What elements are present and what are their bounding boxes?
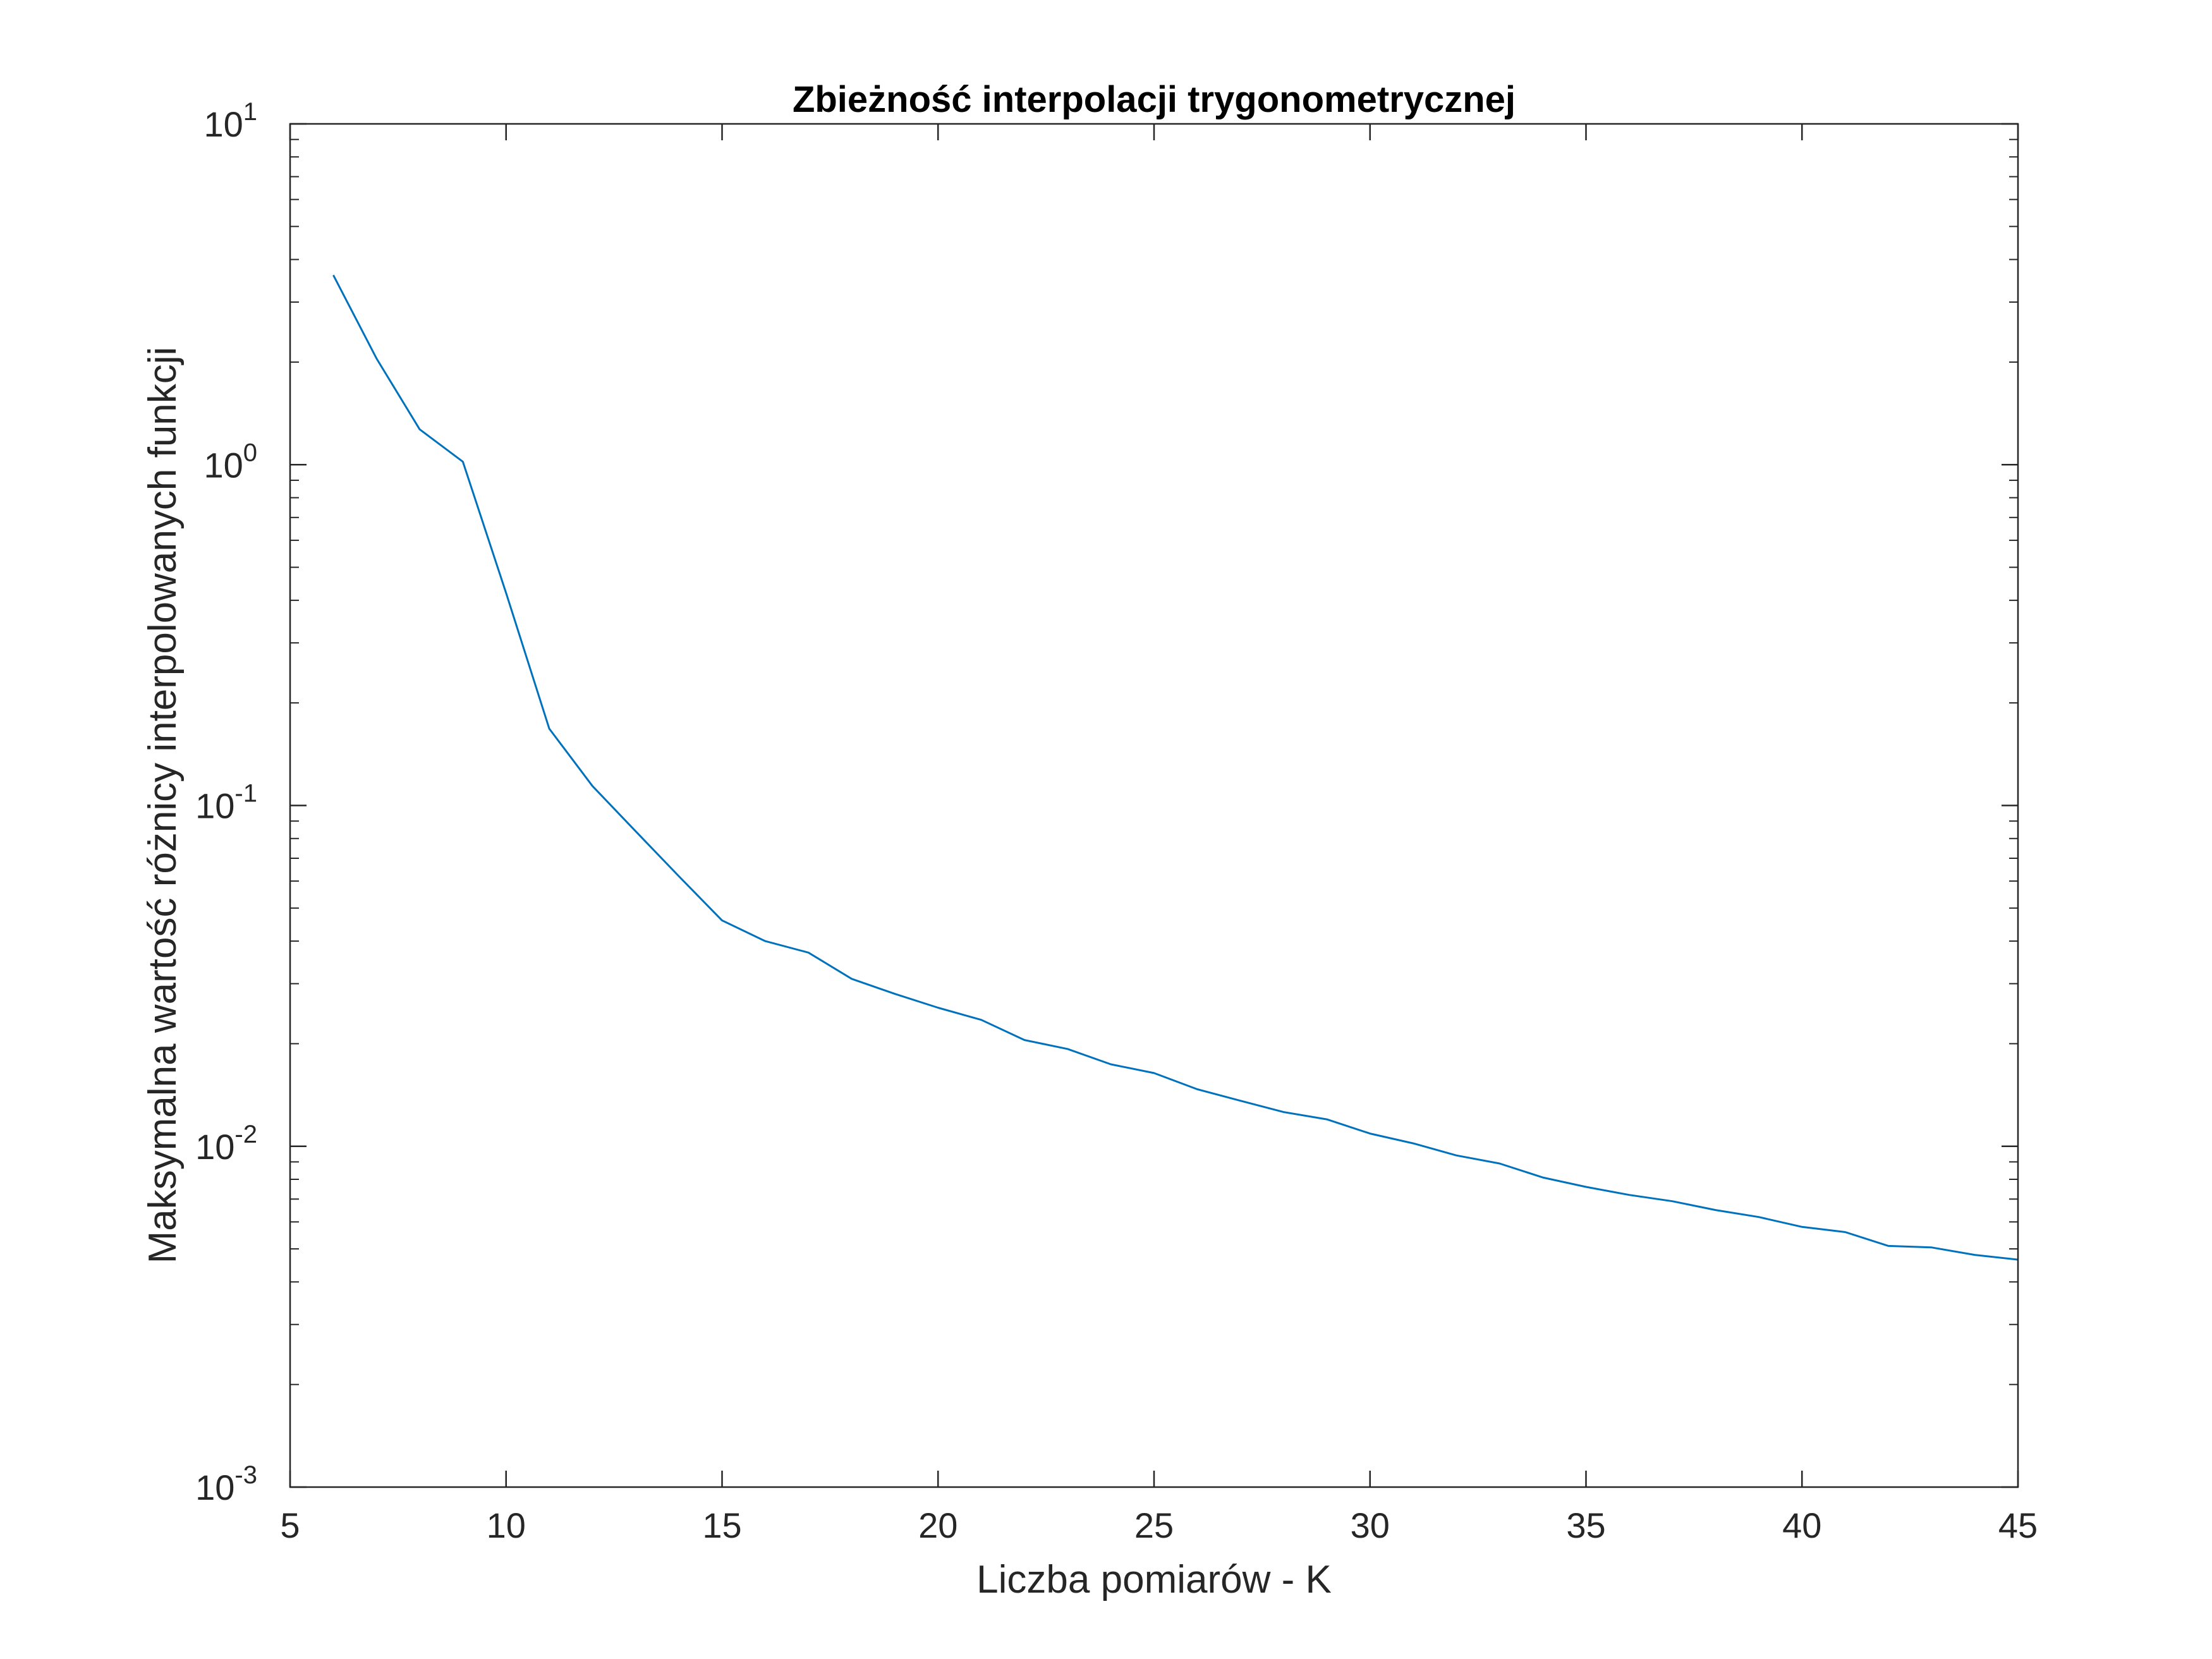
- x-tick-label-7: 40: [1782, 1505, 1821, 1545]
- y-tick-exp-2: -1: [234, 780, 257, 808]
- plot-area: [290, 124, 2018, 1487]
- y-tick-exp-3: 0: [243, 439, 257, 466]
- x-tick-label-2: 15: [702, 1505, 741, 1545]
- y-tick-label-0: 10-3: [195, 1461, 257, 1507]
- y-tick-base-1: 10: [195, 1127, 234, 1167]
- y-tick-exp-0: -3: [234, 1461, 257, 1489]
- y-tick-label-4: 101: [204, 98, 257, 144]
- x-tick-label-6: 35: [1566, 1505, 1605, 1545]
- y-tick-exp-1: -2: [234, 1121, 257, 1148]
- series-line: [332, 274, 2019, 1261]
- y-tick-label-1: 10-2: [195, 1121, 257, 1167]
- x-tick-label-3: 20: [918, 1505, 957, 1545]
- y-tick-label-3: 100: [204, 439, 257, 485]
- minor-ticks: [290, 138, 2018, 1385]
- x-axis-label: Liczba pomiarów - K: [976, 1558, 1332, 1601]
- y-axis-label: Maksymalna wartość różnicy interpolowany…: [141, 347, 185, 1264]
- plot-frame: [289, 123, 2019, 1488]
- y-tick-base-4: 10: [204, 104, 243, 144]
- y-tick-base-3: 10: [204, 445, 243, 485]
- y-tick-base-2: 10: [195, 786, 234, 826]
- x-tick-label-8: 45: [1998, 1505, 2038, 1545]
- y-tick-label-2: 10-1: [195, 780, 257, 826]
- x-tick-label-5: 30: [1351, 1505, 1390, 1545]
- x-tick-labels: 5 10 15 20 25 30 35 40 45: [280, 1505, 2038, 1545]
- y-tick-base-0: 10: [195, 1468, 234, 1507]
- chart-title: Zbieżność interpolacji trygonometrycznej: [793, 79, 1516, 120]
- x-tick-label-0: 5: [280, 1505, 300, 1545]
- x-tick-label-1: 10: [487, 1505, 526, 1545]
- y-tick-exp-4: 1: [243, 98, 257, 126]
- x-tick-label-4: 25: [1134, 1505, 1174, 1545]
